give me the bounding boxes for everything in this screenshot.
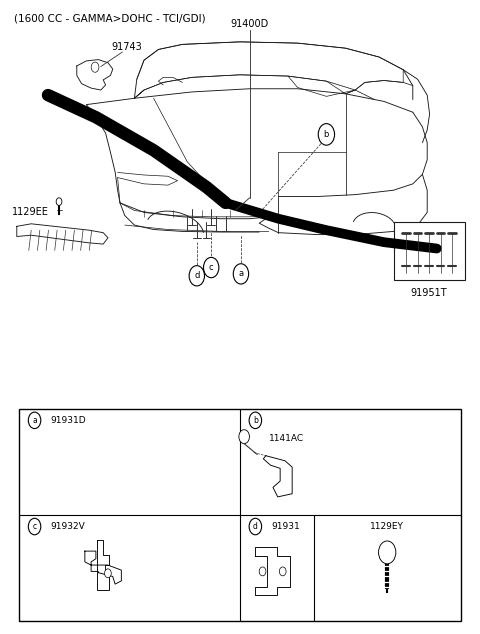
Text: 91931D: 91931D: [50, 416, 86, 425]
Bar: [394, 222, 465, 280]
Circle shape: [189, 266, 204, 286]
Circle shape: [279, 567, 286, 576]
Text: 1129EY: 1129EY: [370, 522, 404, 531]
Circle shape: [259, 567, 266, 576]
Text: c: c: [209, 263, 214, 272]
Circle shape: [56, 198, 62, 205]
Circle shape: [28, 412, 41, 429]
Text: 91400D: 91400D: [230, 18, 269, 29]
Circle shape: [239, 430, 250, 444]
Circle shape: [249, 412, 262, 429]
Circle shape: [233, 264, 249, 284]
Text: 91932V: 91932V: [50, 522, 85, 531]
Circle shape: [379, 541, 396, 564]
Bar: [19, 409, 461, 621]
Text: (1600 CC - GAMMA>DOHC - TCI/GDI): (1600 CC - GAMMA>DOHC - TCI/GDI): [14, 14, 206, 24]
Text: a: a: [239, 269, 243, 278]
Text: 91743: 91743: [112, 42, 143, 52]
Circle shape: [249, 519, 262, 535]
Text: 91951T: 91951T: [411, 288, 447, 298]
Text: 1141AC: 1141AC: [269, 434, 304, 443]
Text: a: a: [32, 416, 37, 425]
Circle shape: [105, 569, 111, 578]
Text: d: d: [253, 522, 258, 531]
Text: b: b: [253, 416, 258, 425]
Text: b: b: [324, 130, 329, 139]
Text: d: d: [194, 271, 200, 280]
Circle shape: [318, 124, 335, 145]
Circle shape: [28, 519, 41, 535]
Text: 91931: 91931: [271, 522, 300, 531]
Text: 1129EE: 1129EE: [12, 207, 49, 217]
Circle shape: [91, 62, 99, 72]
Text: c: c: [33, 522, 36, 531]
Circle shape: [204, 257, 219, 278]
